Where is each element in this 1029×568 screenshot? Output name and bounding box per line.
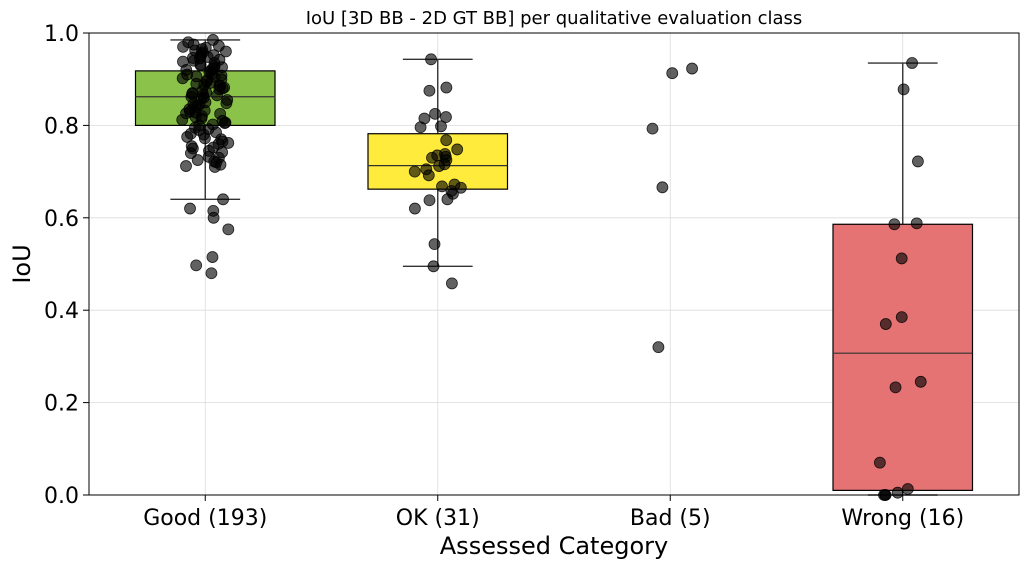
data-point [197, 89, 209, 101]
data-point [889, 381, 902, 394]
x-tick-label: OK (31) [396, 506, 480, 531]
data-point [891, 486, 904, 499]
data-point [216, 146, 229, 159]
data-point [425, 53, 437, 66]
data-point [879, 318, 892, 330]
data-point [448, 178, 461, 191]
y-tick-label: 0.6 [44, 207, 79, 232]
data-point [646, 122, 659, 135]
data-point [180, 107, 192, 120]
data-point [212, 40, 225, 52]
data-point [912, 155, 924, 168]
y-tick-label: 0.8 [44, 114, 79, 139]
data-point [187, 52, 199, 64]
data-point [873, 456, 886, 469]
data-point [686, 62, 698, 75]
data-point [205, 267, 218, 280]
data-point [219, 116, 232, 129]
data-point [184, 202, 196, 215]
data-point [435, 120, 447, 133]
points [176, 34, 927, 501]
data-point [194, 58, 207, 71]
data-point [440, 134, 453, 147]
data-point [184, 127, 197, 140]
data-point [666, 67, 679, 80]
data-point [423, 194, 436, 207]
data-point [214, 107, 227, 120]
x-tick-label: Wrong (16) [841, 506, 964, 531]
data-point [187, 98, 200, 111]
data-point [446, 277, 458, 290]
y-axis-label: IoU [8, 244, 36, 283]
data-point [429, 107, 441, 120]
data-point [208, 155, 221, 168]
data-point [906, 57, 918, 69]
data-point [895, 252, 908, 265]
data-point [216, 61, 228, 74]
y-tick-label: 1.0 [44, 22, 79, 47]
data-point [190, 70, 203, 83]
data-point [914, 375, 927, 388]
data-point [180, 160, 192, 172]
axes: 0.0 0.2 0.4 0.6 0.8 1.0 Good (193) OK (31) Bad (… [44, 22, 964, 531]
data-point [220, 97, 233, 110]
data-point [436, 180, 448, 193]
data-point [423, 84, 436, 97]
data-point [409, 202, 421, 215]
data-point [439, 148, 451, 160]
y-tick-label: 0.4 [44, 299, 79, 324]
data-point [190, 259, 203, 272]
data-point [428, 238, 441, 251]
data-point [901, 483, 914, 495]
data-point [418, 112, 431, 125]
data-point [910, 217, 923, 230]
data-point [426, 151, 438, 164]
plot-frame [88, 32, 1020, 496]
data-point [202, 123, 215, 135]
data-point [198, 104, 211, 117]
y-tick-label: 0.2 [44, 392, 79, 417]
x-tick-label: Good (193) [143, 506, 267, 531]
data-point [440, 111, 452, 123]
boxes [134, 39, 974, 496]
data-point [207, 204, 220, 217]
data-point [182, 36, 195, 49]
data-point [408, 165, 421, 178]
y-tick-label: 0.0 [44, 484, 79, 509]
data-point [895, 311, 908, 324]
data-point [206, 63, 219, 75]
data-point [420, 163, 433, 176]
data-point [222, 223, 235, 236]
data-point [440, 81, 453, 94]
data-point [656, 181, 669, 194]
data-point [177, 55, 189, 68]
data-point [217, 193, 229, 206]
iqr-box [832, 223, 974, 491]
x-axis-label: Assessed Category [440, 532, 668, 560]
data-point [213, 79, 226, 92]
x-tick-label: Bad (5) [630, 506, 711, 531]
data-point [451, 143, 464, 156]
data-point [652, 341, 665, 354]
chart-title: IoU [3D BB - 2D GT BB] per qualitative e… [306, 8, 803, 29]
data-point [206, 251, 219, 263]
data-point [897, 83, 910, 96]
data-point [176, 72, 189, 85]
data-point [427, 260, 440, 273]
data-point [888, 218, 901, 231]
data-point [222, 137, 235, 149]
data-point [207, 49, 220, 62]
